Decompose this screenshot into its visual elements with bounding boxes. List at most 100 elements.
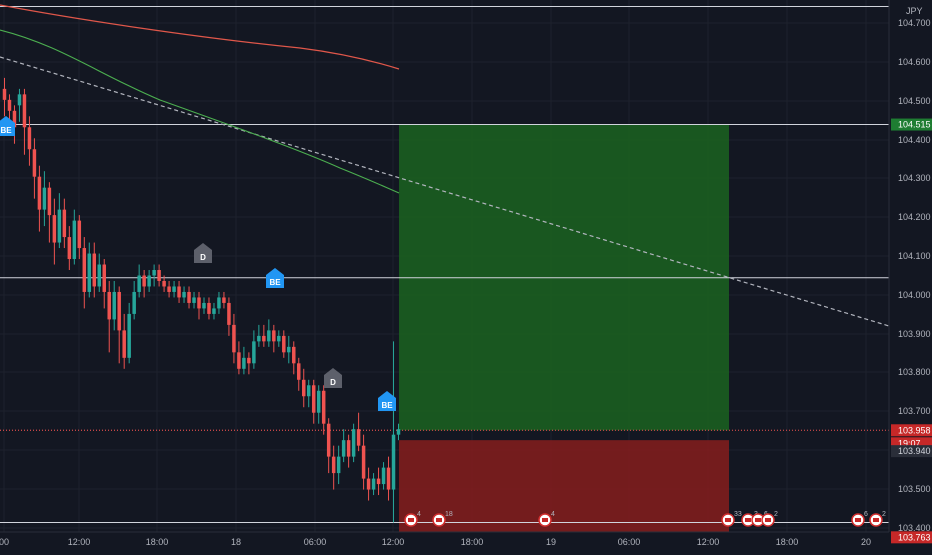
candle-body[interactable] [341, 440, 346, 457]
economic-event-icon[interactable]: 2 [869, 511, 886, 527]
candle-body[interactable] [366, 478, 371, 490]
candle-body[interactable] [37, 176, 42, 210]
candle-body[interactable] [227, 302, 231, 325]
candle-body[interactable] [282, 335, 286, 353]
candle-body[interactable] [267, 330, 271, 342]
candle-body[interactable] [277, 335, 281, 342]
candle-body[interactable] [52, 215, 57, 243]
candle-body[interactable] [257, 335, 261, 342]
candle-body[interactable] [127, 313, 131, 358]
candle-body[interactable] [301, 379, 306, 397]
economic-event-icon[interactable]: 2 [761, 511, 778, 527]
candle-body[interactable] [82, 248, 87, 292]
breakeven-marker[interactable]: BE [266, 268, 284, 288]
loss-zone[interactable] [399, 440, 729, 538]
candle-body[interactable] [197, 297, 201, 309]
candle-body[interactable] [306, 385, 311, 397]
price-tag-stop-loss[interactable]: 103.763 [891, 531, 932, 544]
candle-body[interactable] [351, 429, 356, 457]
candle-body[interactable] [217, 297, 221, 309]
breakeven-marker[interactable]: BE [0, 116, 15, 136]
candle-body[interactable] [207, 302, 211, 314]
candle-body[interactable] [92, 253, 97, 287]
candle-body[interactable] [22, 94, 27, 128]
candle-body[interactable] [57, 209, 62, 243]
candle-body[interactable] [97, 264, 102, 287]
candle-body[interactable] [112, 291, 116, 320]
candle-body[interactable] [117, 291, 121, 331]
economic-event-icon[interactable]: 6 [851, 511, 868, 527]
moving-average-slow[interactable] [0, 4, 400, 70]
candle-body[interactable] [187, 291, 191, 303]
candle-body[interactable] [252, 341, 256, 364]
candle-body[interactable] [311, 385, 316, 413]
candle-body[interactable] [262, 335, 266, 342]
candle-body[interactable] [107, 291, 111, 320]
candle-body[interactable] [132, 291, 136, 314]
candle-body[interactable] [162, 280, 166, 287]
candle-body[interactable] [102, 264, 106, 292]
candle-body[interactable] [391, 434, 396, 490]
d-marker[interactable]: D [194, 243, 212, 263]
price-tag-take-profit[interactable]: 104.515 [891, 118, 932, 131]
candle-body[interactable] [292, 346, 296, 364]
candle-body[interactable] [237, 352, 241, 369]
candle-body[interactable] [272, 330, 276, 342]
candle-body[interactable] [331, 456, 336, 474]
candle-body[interactable] [12, 110, 17, 128]
candle-body[interactable] [321, 390, 326, 424]
candle-body[interactable] [27, 127, 32, 150]
candle-body[interactable] [62, 209, 67, 238]
candle-body[interactable] [202, 302, 206, 309]
economic-event-icon[interactable]: 33 [721, 511, 742, 527]
candle-body[interactable] [72, 220, 77, 260]
candle-body[interactable] [381, 467, 386, 485]
candle-body[interactable] [247, 357, 251, 364]
economic-event-icon[interactable]: 18 [432, 511, 453, 527]
candle-body[interactable] [67, 237, 72, 260]
candle-body[interactable] [2, 88, 7, 100]
price-tag-current-price[interactable]: 103.958 [891, 424, 932, 437]
candle-body[interactable] [316, 390, 321, 413]
candle-body[interactable] [242, 357, 246, 369]
candle-body[interactable] [142, 275, 146, 287]
candle-body[interactable] [287, 346, 291, 353]
candle-body[interactable] [17, 94, 22, 106]
candle-body[interactable] [212, 308, 216, 314]
candle-body[interactable] [192, 297, 196, 303]
candle-body[interactable] [371, 478, 376, 490]
candle-body[interactable] [147, 275, 151, 287]
trendline[interactable] [0, 56, 890, 327]
candle-body[interactable] [157, 270, 161, 281]
candle-body[interactable] [47, 187, 52, 216]
candle-body[interactable] [222, 297, 226, 303]
candle-body[interactable] [361, 445, 366, 479]
candle-body[interactable] [232, 324, 236, 353]
candle-body[interactable] [182, 291, 186, 298]
candle-body[interactable] [177, 286, 181, 298]
candle-body[interactable] [167, 286, 171, 292]
candle-body[interactable] [122, 330, 126, 358]
economic-event-icon[interactable]: 4 [538, 511, 555, 527]
candle-body[interactable] [87, 253, 92, 292]
moving-average-fast[interactable] [0, 29, 400, 194]
breakeven-marker[interactable]: BE [378, 391, 396, 411]
candle-body[interactable] [42, 187, 47, 210]
candle-body[interactable] [336, 456, 341, 474]
candle-body[interactable] [356, 429, 361, 446]
economic-event-icon[interactable]: 4 [404, 511, 421, 527]
candle-body[interactable] [376, 478, 381, 485]
candle-body[interactable] [152, 270, 156, 276]
time-axis[interactable] [0, 532, 889, 550]
candle-body[interactable] [7, 99, 12, 111]
d-marker[interactable]: D [324, 368, 342, 388]
candle-body[interactable] [396, 429, 401, 435]
candle-body[interactable] [137, 275, 141, 292]
candle-body[interactable] [386, 467, 391, 490]
candle-body[interactable] [172, 286, 176, 292]
candle-body[interactable] [32, 149, 37, 177]
candle-body[interactable] [346, 440, 351, 457]
price-tag-entry[interactable]: 103.940 [891, 445, 932, 458]
